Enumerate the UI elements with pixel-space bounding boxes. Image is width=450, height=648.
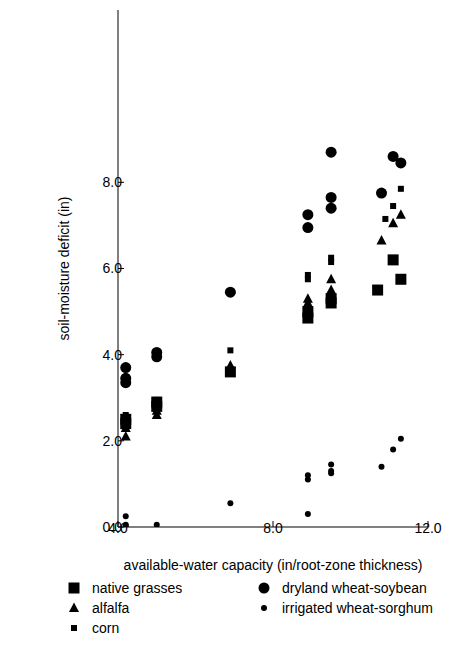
svg-text:8.0: 8.0 (263, 520, 283, 536)
svg-text:2.0: 2.0 (103, 433, 123, 449)
html-text:native grasses: native grasses (92, 580, 183, 596)
svg-text:6.0: 6.0 (103, 260, 123, 276)
html-text:dryland wheat-soybean: dryland wheat-soybean (282, 580, 427, 596)
svg-text:4.0: 4.0 (103, 347, 123, 363)
html-text:irrigated wheat-sorghum: irrigated wheat-sorghum (282, 600, 433, 616)
html-text:corn: corn (92, 620, 120, 636)
svg-text:0.0: 0.0 (103, 519, 123, 535)
html-text:alfalfa: alfalfa (92, 600, 130, 616)
svg-text:8.0: 8.0 (103, 174, 123, 190)
svg-text:available-water capacity (in/r: available-water capacity (in/root-zone t… (124, 557, 423, 573)
svg-text:soil-moisture deficit (in): soil-moisture deficit (in) (56, 197, 72, 341)
svg-text:12.0: 12.0 (414, 520, 441, 536)
